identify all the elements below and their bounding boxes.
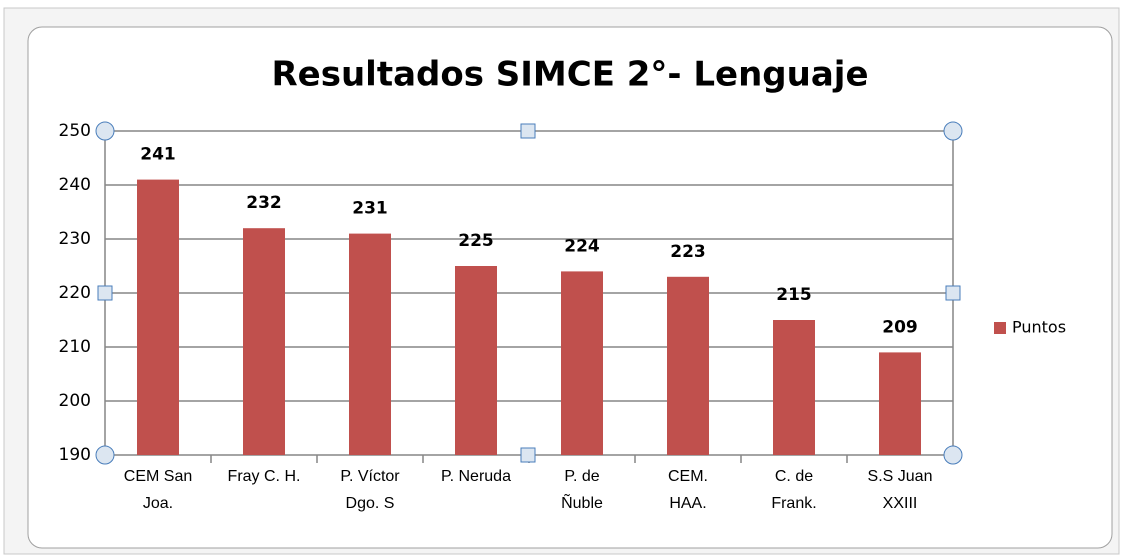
x-tick-label: P. de Ñuble xyxy=(561,468,603,512)
data-label: 241 xyxy=(140,145,176,165)
handle xyxy=(95,121,115,141)
data-label: 232 xyxy=(246,193,282,213)
bar xyxy=(243,228,285,455)
handle xyxy=(943,121,963,141)
handle xyxy=(943,445,963,465)
x-tick-label: CEM. HAA. xyxy=(668,468,708,512)
handle xyxy=(520,447,536,463)
x-tick-label: S.S Juan XXIII xyxy=(867,468,933,512)
x-tick-label: Fray C. H. xyxy=(227,468,301,485)
bar xyxy=(879,352,921,455)
y-tick-label: 210 xyxy=(59,337,91,357)
data-label: 223 xyxy=(670,242,706,262)
bar xyxy=(455,266,497,455)
handle xyxy=(95,445,115,465)
bar xyxy=(137,179,179,455)
selection-handles xyxy=(95,121,963,465)
chart-title: Resultados SIMCE 2°- Lenguaje xyxy=(271,55,868,95)
y-tick-label: 240 xyxy=(59,175,91,195)
data-label: 231 xyxy=(352,199,388,219)
legend-swatch xyxy=(994,322,1006,334)
x-tick-label: CEM San Joa. xyxy=(123,468,193,512)
data-label: 215 xyxy=(776,285,812,305)
data-label: 209 xyxy=(882,317,918,337)
bar xyxy=(561,271,603,455)
handle xyxy=(520,123,536,139)
y-tick-label: 190 xyxy=(59,445,91,465)
bar xyxy=(667,276,709,455)
y-tick-label: 200 xyxy=(59,391,91,411)
x-tick-label: P. Víctor Dgo. S xyxy=(340,468,400,512)
x-tick-label: C. de Frank. xyxy=(771,468,817,512)
y-tick-label: 250 xyxy=(59,121,91,141)
y-tick-label: 220 xyxy=(59,283,91,303)
bar xyxy=(773,320,815,455)
handle xyxy=(945,285,961,301)
data-label: 225 xyxy=(458,231,494,251)
x-tick-label: P. Neruda xyxy=(441,468,511,485)
data-label: 224 xyxy=(564,236,600,256)
handle xyxy=(97,285,113,301)
y-tick-label: 230 xyxy=(59,229,91,249)
bar xyxy=(349,233,391,455)
legend-label: Puntos xyxy=(1012,318,1066,337)
